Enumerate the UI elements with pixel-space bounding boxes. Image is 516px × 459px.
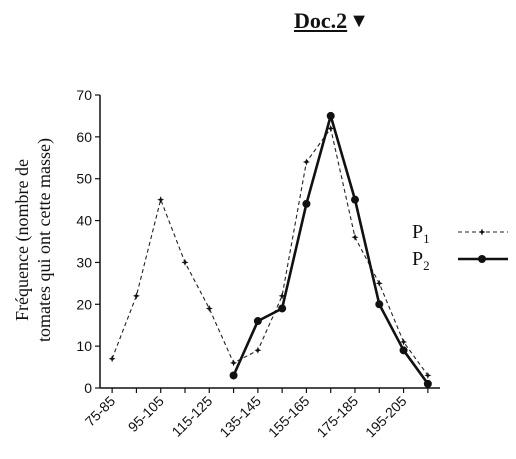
series-line [111, 127, 429, 376]
x-tick-label: 115-125 [168, 393, 215, 440]
y-tick-label: 30 [76, 254, 92, 270]
legend-marker [478, 228, 486, 236]
y-tick-label: 10 [76, 338, 92, 354]
data-point [302, 199, 311, 208]
down-triangle-icon: ▼ [349, 9, 369, 32]
x-tick-label: 195-205 [362, 393, 410, 441]
data-point [253, 317, 262, 326]
data-point [423, 379, 432, 388]
y-tick-label: 50 [76, 171, 92, 187]
data-point [326, 111, 335, 120]
y-ticks: 0 10 20 30 40 50 60 70 [76, 87, 100, 396]
legend-label: P1 [412, 221, 430, 246]
y-axis-label-line2: tomates qui ont cette masse) [34, 138, 55, 342]
data-point [132, 292, 140, 300]
data-point [229, 371, 238, 380]
data-point [278, 292, 286, 300]
data-point [254, 346, 262, 354]
x-tick-label: 95-105 [125, 393, 167, 435]
y-tick-label: 40 [76, 213, 92, 229]
data-point [302, 158, 310, 166]
y-tick-label: 60 [76, 129, 92, 145]
data-point [327, 125, 335, 132]
data-point [375, 300, 384, 309]
doc-title: Doc.2 ▼ [294, 8, 369, 34]
legend-label: P2 [412, 248, 430, 273]
data-point [205, 305, 213, 312]
data-point [375, 279, 383, 287]
series-layer [108, 111, 432, 388]
axes [99, 95, 440, 389]
data-point [157, 196, 165, 204]
x-tick-label: 75-85 [82, 393, 119, 430]
x-tick-label: 155-165 [265, 393, 313, 441]
y-axis-label-line1: Fréquence (nombre de [12, 159, 33, 321]
data-point [278, 304, 287, 313]
series-p2 [229, 111, 432, 388]
data-point [400, 338, 408, 346]
data-point [399, 346, 408, 355]
x-ticks: 75-85 95-105 115-125 135-145 155-165 175-185 1… [82, 388, 429, 441]
x-tick-label: 135-145 [216, 393, 264, 441]
y-tick-label: 70 [76, 87, 92, 103]
y-tick-label: 0 [84, 380, 92, 396]
y-tick-label: 20 [76, 296, 92, 312]
doc-label: Doc.2 [294, 8, 348, 33]
series-line [232, 114, 429, 385]
data-point [424, 371, 432, 379]
y-axis-label: Fréquence (nombre de tomates qui ont cet… [12, 138, 55, 342]
series-p1 [108, 125, 432, 379]
x-tick-label: 175-185 [313, 393, 361, 441]
legend-marker [478, 255, 486, 263]
data-point [230, 359, 238, 367]
data-point [181, 258, 189, 266]
data-point [351, 233, 359, 241]
data-point [108, 355, 116, 363]
data-point [351, 195, 359, 204]
